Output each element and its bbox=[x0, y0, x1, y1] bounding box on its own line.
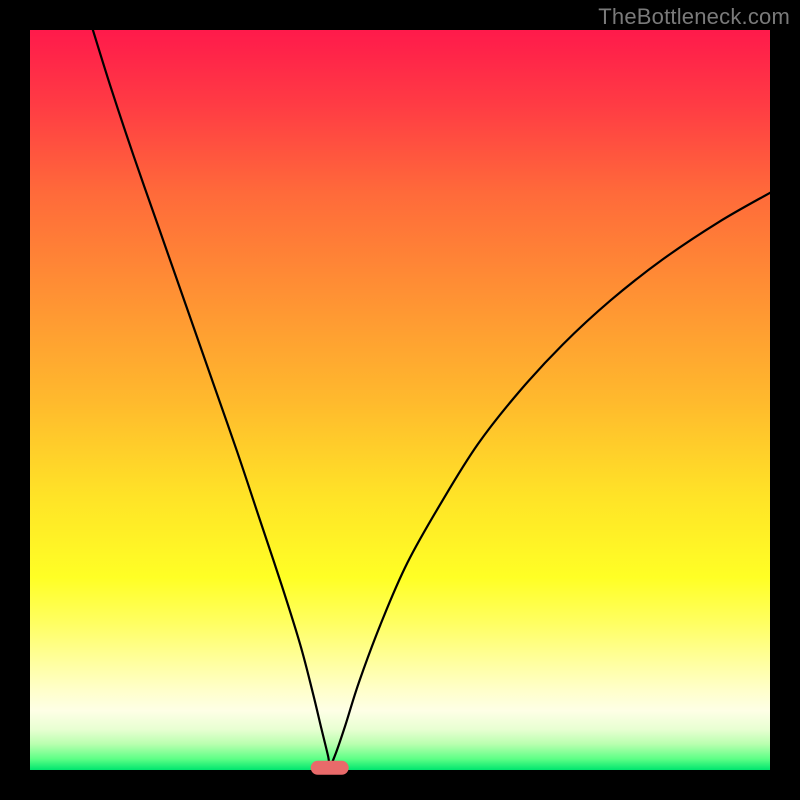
optimal-point-marker bbox=[311, 761, 349, 775]
watermark-text: TheBottleneck.com bbox=[598, 4, 790, 30]
chart-container: TheBottleneck.com bbox=[0, 0, 800, 800]
bottleneck-chart bbox=[0, 0, 800, 800]
plot-gradient-background bbox=[30, 30, 770, 770]
